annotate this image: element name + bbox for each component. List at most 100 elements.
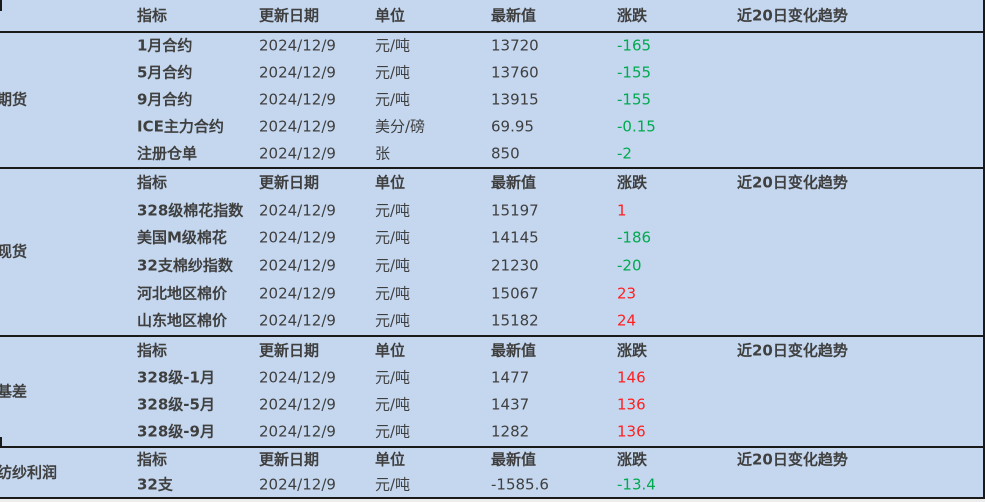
- bottom-edge-strip: [0, 499, 985, 502]
- table-row: 注册仓单 2024/12/9 张 850 -2: [0, 140, 983, 167]
- unit-cell: 元/吨: [375, 311, 411, 330]
- section-0: 期货 1月合约 2024/12/9 元/吨 13720 -165 5月合约 2024/12/9…: [0, 33, 983, 169]
- value-cell: 15182: [491, 311, 539, 330]
- column-header-date: 更新日期: [259, 6, 320, 24]
- indicator-cell: 河北地区棉价: [137, 284, 228, 303]
- indicator-cell: 328级-5月: [137, 395, 215, 414]
- date-cell: 2024/12/9: [259, 201, 336, 219]
- left-border-fragment-top: [0, 0, 2, 11]
- date-cell: 2024/12/9: [259, 144, 336, 163]
- value-cell: 13760: [491, 63, 539, 82]
- date-cell: 2024/12/9: [259, 422, 336, 441]
- change-cell: 23: [617, 284, 637, 303]
- category-label: 纺纱利润: [0, 463, 58, 481]
- indicator-cell: 328级棉花指数: [137, 201, 244, 219]
- change-cell: -2: [617, 144, 632, 163]
- value-cell: 1477: [491, 368, 530, 387]
- column-header-value: 最新值: [491, 450, 537, 469]
- unit-cell: 元/吨: [375, 395, 411, 414]
- value-cell: 15067: [491, 284, 539, 303]
- table-row: 328级棉花指数 2024/12/9 元/吨 15197 1: [0, 197, 983, 225]
- column-header-unit: 单位: [375, 173, 406, 192]
- unit-cell: 元/吨: [375, 228, 411, 247]
- date-cell: 2024/12/9: [259, 395, 336, 414]
- table-row: 328级-1月 2024/12/9 元/吨 1477 146: [0, 364, 983, 391]
- date-cell: 2024/12/9: [259, 117, 336, 136]
- date-cell: 2024/12/9: [259, 90, 336, 109]
- column-header-change: 涨跌: [617, 173, 648, 192]
- left-border-fragment-mid: [0, 437, 2, 448]
- date-cell: 2024/12/9: [259, 36, 336, 55]
- column-header-change: 涨跌: [617, 6, 648, 24]
- indicator-cell: 328级-9月: [137, 422, 215, 441]
- change-cell: -155: [617, 90, 652, 109]
- value-cell: 13720: [491, 36, 539, 55]
- section-3: 纺纱利润 指标 更新日期 单位 最新值 涨跌 近20日变化趋势 32支 2024/12/9 元/吨…: [0, 448, 983, 499]
- date-cell: 2024/12/9: [259, 311, 336, 330]
- section-2: 基差 指标 更新日期 单位 最新值 涨跌 近20日变化趋势 328级-1月 2024/12/9 元…: [0, 337, 983, 448]
- category-label: 现货: [0, 242, 28, 261]
- unit-cell: 元/吨: [375, 284, 411, 303]
- value-cell: -1585.6: [491, 475, 549, 494]
- indicator-cell: 9月合约: [137, 90, 193, 109]
- column-header-date: 更新日期: [259, 450, 320, 469]
- section-header-row: 指标 更新日期 单位 最新值 涨跌 近20日变化趋势: [0, 169, 983, 197]
- date-cell: 2024/12/9: [259, 256, 336, 275]
- column-header-trend: 近20日变化趋势: [737, 6, 848, 24]
- table-row: 5月合约 2024/12/9 元/吨 13760 -155: [0, 60, 983, 87]
- indicator-cell: 328级-1月: [137, 368, 215, 387]
- change-cell: 24: [617, 311, 637, 330]
- change-cell: -155: [617, 63, 652, 82]
- unit-cell: 张: [375, 144, 391, 163]
- change-cell: 136: [617, 395, 646, 414]
- column-header-indicator: 指标: [137, 341, 168, 360]
- section-1: 现货 指标 更新日期 单位 最新值 涨跌 近20日变化趋势 328级棉花指数 2024/12/9…: [0, 169, 983, 337]
- change-cell: -13.4: [617, 475, 656, 494]
- table-row: 32支 2024/12/9 元/吨 -1585.6 -13.4: [0, 473, 983, 498]
- value-cell: 1437: [491, 395, 530, 414]
- date-cell: 2024/12/9: [259, 368, 336, 387]
- change-cell: -165: [617, 36, 652, 55]
- table-row: 32支棉纱指数 2024/12/9 元/吨 21230 -20: [0, 252, 983, 280]
- unit-cell: 元/吨: [375, 422, 411, 441]
- value-cell: 21230: [491, 256, 539, 275]
- table-row: ICE主力合约 2024/12/9 美分/磅 69.95 -0.15: [0, 113, 983, 140]
- column-header-value: 最新值: [491, 6, 537, 24]
- unit-cell: 美分/磅: [375, 117, 426, 136]
- indicator-cell: 注册仓单: [137, 144, 198, 163]
- value-cell: 69.95: [491, 117, 534, 136]
- table-row: 山东地区棉价 2024/12/9 元/吨 15182 24: [0, 307, 983, 335]
- change-cell: -0.15: [617, 117, 656, 136]
- indicator-cell: 5月合约: [137, 63, 193, 82]
- top-header-row: 指标 更新日期 单位 最新值 涨跌 近20日变化趋势: [0, 0, 983, 33]
- value-cell: 850: [491, 144, 520, 163]
- change-cell: -186: [617, 228, 652, 247]
- table-row: 328级-9月 2024/12/9 元/吨 1282 136: [0, 419, 983, 446]
- table-row: 美国M级棉花 2024/12/9 元/吨 14145 -186: [0, 224, 983, 252]
- column-header-value: 最新值: [491, 341, 537, 360]
- value-cell: 13915: [491, 90, 539, 109]
- section-header-row: 指标 更新日期 单位 最新值 涨跌 近20日变化趋势: [0, 448, 983, 473]
- date-cell: 2024/12/9: [259, 475, 336, 494]
- unit-cell: 元/吨: [375, 256, 411, 275]
- column-header-value: 最新值: [491, 173, 537, 192]
- column-header-change: 涨跌: [617, 450, 648, 469]
- indicator-cell: 32支: [137, 475, 173, 494]
- column-header-unit: 单位: [375, 450, 406, 469]
- column-header-date: 更新日期: [259, 173, 320, 192]
- indicator-cell: 1月合约: [137, 36, 193, 55]
- unit-cell: 元/吨: [375, 36, 411, 55]
- sections: 期货 1月合约 2024/12/9 元/吨 13720 -165 5月合约 2024/12/9…: [0, 33, 983, 499]
- column-header-indicator: 指标: [137, 6, 168, 24]
- date-cell: 2024/12/9: [259, 228, 336, 247]
- table-row: 9月合约 2024/12/9 元/吨 13915 -155: [0, 87, 983, 114]
- change-cell: 1: [617, 201, 627, 219]
- change-cell: 146: [617, 368, 646, 387]
- column-header-unit: 单位: [375, 6, 406, 24]
- column-header-indicator: 指标: [137, 450, 168, 469]
- date-cell: 2024/12/9: [259, 284, 336, 303]
- column-header-trend: 近20日变化趋势: [737, 341, 848, 360]
- unit-cell: 元/吨: [375, 90, 411, 109]
